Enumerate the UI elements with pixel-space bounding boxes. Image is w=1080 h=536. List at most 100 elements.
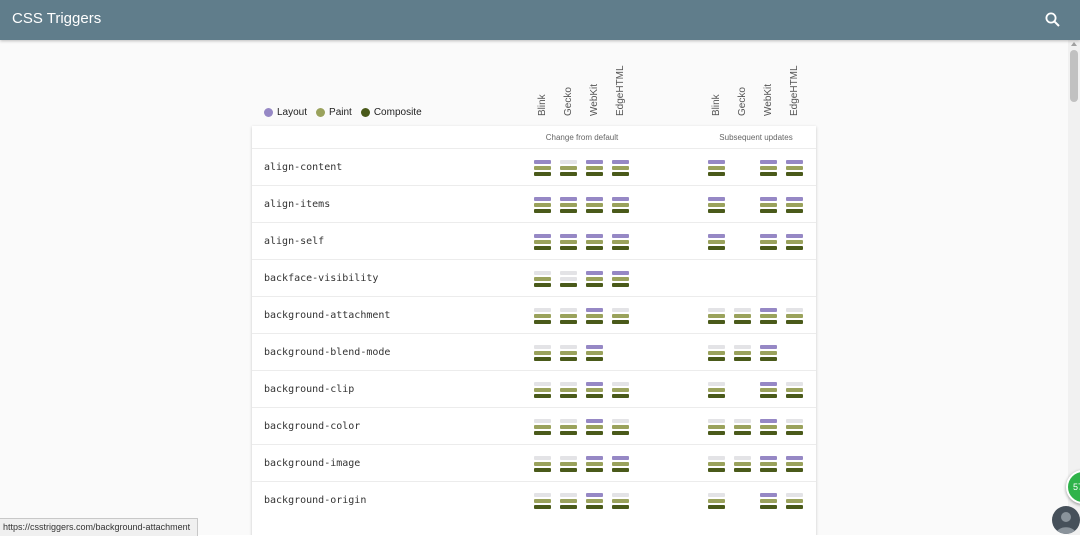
paint-bar xyxy=(534,240,551,244)
trigger-cell-change-webkit xyxy=(586,493,603,510)
trigger-cell-subsequent-gecko xyxy=(734,308,751,325)
paint-bar xyxy=(708,462,725,466)
paint-bar xyxy=(786,499,803,503)
property-name[interactable]: background-blend-mode xyxy=(264,347,391,358)
property-name[interactable]: background-attachment xyxy=(264,310,391,321)
layout-bar xyxy=(534,308,551,312)
paint-bar xyxy=(612,425,629,429)
property-name[interactable]: align-self xyxy=(264,236,325,247)
scroll-up-arrow[interactable] xyxy=(1071,42,1077,46)
group-label-subsequent: Subsequent updates xyxy=(719,133,793,142)
layout-bar xyxy=(760,456,777,460)
layout-bar xyxy=(786,197,803,201)
paint-bar xyxy=(560,351,577,355)
table-row[interactable]: background-color xyxy=(252,407,816,444)
legend-layout-label: Layout xyxy=(277,107,308,118)
property-name[interactable]: background-image xyxy=(264,458,361,469)
composite-bar xyxy=(612,172,629,176)
engine-header-webkit-change: WebKit xyxy=(589,83,600,116)
composite-bar xyxy=(560,431,577,435)
paint-bar xyxy=(560,499,577,503)
trigger-cell-subsequent-edgehtml xyxy=(786,419,803,436)
trigger-cell-change-webkit xyxy=(586,419,603,436)
property-name[interactable]: align-content xyxy=(264,162,343,173)
table-row[interactable]: backface-visibility xyxy=(252,259,816,296)
table-row[interactable]: background-clip xyxy=(252,370,816,407)
page-scrollbar[interactable] xyxy=(1068,40,1080,535)
paint-bar xyxy=(734,425,751,429)
search-button[interactable] xyxy=(1044,11,1062,29)
table-row[interactable]: background-image xyxy=(252,444,816,481)
trigger-cell-change-blink xyxy=(534,271,551,288)
paint-bar xyxy=(708,499,725,503)
legend-paint-label: Paint xyxy=(329,107,352,118)
paint-bar xyxy=(734,351,751,355)
search-icon[interactable] xyxy=(1044,11,1062,29)
paint-bar xyxy=(534,351,551,355)
trigger-cell-subsequent-webkit xyxy=(760,345,777,362)
layout-bar xyxy=(560,419,577,423)
trigger-cell-change-blink xyxy=(534,493,551,510)
paint-bar xyxy=(612,462,629,466)
layout-bar xyxy=(534,493,551,497)
layout-bar xyxy=(586,308,603,312)
composite-bar xyxy=(760,431,777,435)
paint-bar xyxy=(560,314,577,318)
avatar[interactable] xyxy=(1052,506,1080,534)
table-row[interactable]: align-content xyxy=(252,148,816,185)
trigger-cell-subsequent-edgehtml xyxy=(786,382,803,399)
scroll-thumb[interactable] xyxy=(1070,50,1078,102)
layout-bar xyxy=(560,382,577,386)
table-row[interactable]: background-origin xyxy=(252,481,816,518)
composite-bar xyxy=(708,172,725,176)
trigger-cell-change-blink xyxy=(534,308,551,325)
legend-composite: Composite xyxy=(360,107,422,118)
composite-bar xyxy=(708,357,725,361)
paint-bar xyxy=(586,166,603,170)
table-row[interactable]: align-self xyxy=(252,222,816,259)
composite-bar xyxy=(586,394,603,398)
composite-bar xyxy=(708,209,725,213)
paint-bar xyxy=(534,388,551,392)
trigger-cell-change-edgehtml xyxy=(612,234,629,251)
layout-bar xyxy=(708,456,725,460)
composite-bar xyxy=(534,209,551,213)
table-row[interactable]: align-items xyxy=(252,185,816,222)
layout-bar xyxy=(612,308,629,312)
trigger-cell-subsequent-edgehtml xyxy=(786,456,803,473)
property-name[interactable]: background-color xyxy=(264,421,361,432)
property-name[interactable]: backface-visibility xyxy=(264,273,379,284)
trigger-cell-subsequent-blink xyxy=(708,493,725,510)
layout-bar xyxy=(534,419,551,423)
composite-bar xyxy=(586,320,603,324)
composite-bar xyxy=(560,246,577,250)
layout-bar xyxy=(734,308,751,312)
layout-bar xyxy=(760,160,777,164)
composite-bar xyxy=(586,246,603,250)
paint-bar xyxy=(760,203,777,207)
composite-bar xyxy=(760,172,777,176)
trigger-cell-subsequent-blink xyxy=(708,419,725,436)
layout-bar xyxy=(612,382,629,386)
app-title[interactable]: CSS Triggers xyxy=(12,10,102,27)
trigger-cell-change-gecko xyxy=(560,419,577,436)
property-name[interactable]: background-origin xyxy=(264,495,367,506)
layout-bar xyxy=(612,493,629,497)
trigger-cell-subsequent-gecko xyxy=(734,456,751,473)
property-name[interactable]: background-clip xyxy=(264,384,355,395)
paint-bar xyxy=(708,166,725,170)
trigger-cell-subsequent-edgehtml xyxy=(786,160,803,177)
legend-composite-dot xyxy=(360,108,370,117)
trigger-cell-change-gecko xyxy=(560,271,577,288)
composite-bar xyxy=(760,246,777,250)
table-row[interactable]: background-blend-mode xyxy=(252,333,816,370)
legend-paint: Paint xyxy=(316,107,352,118)
layout-bar xyxy=(586,456,603,460)
paint-bar xyxy=(786,203,803,207)
property-name[interactable]: align-items xyxy=(264,199,331,210)
table-row[interactable]: background-attachment xyxy=(252,296,816,333)
layout-bar xyxy=(586,419,603,423)
paint-bar xyxy=(734,314,751,318)
composite-bar xyxy=(612,394,629,398)
paint-bar xyxy=(586,277,603,281)
